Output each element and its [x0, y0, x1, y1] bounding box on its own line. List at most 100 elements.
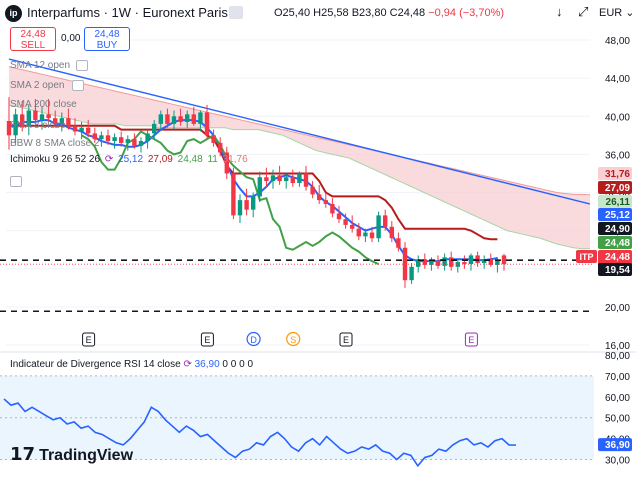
- candle-body: [119, 137, 124, 143]
- symbol-title[interactable]: Interparfums · 1W · Euronext Paris: [27, 5, 228, 20]
- ohlc-low: B23,80: [351, 7, 387, 19]
- event-marker-label: E: [468, 335, 474, 345]
- candle-body: [105, 135, 111, 142]
- candle-body: [204, 112, 210, 136]
- candle-body: [224, 152, 229, 174]
- price-label-text: 24,48: [605, 252, 630, 263]
- legend-bbw[interactable]: BBW 8 SMA close 2: [10, 138, 100, 149]
- event-marker-label: D: [250, 335, 257, 345]
- refresh-icon[interactable]: ⟳: [183, 359, 192, 370]
- event-marker-label: E: [204, 335, 210, 345]
- ohlc-change: −0,94 (−3,70%): [428, 7, 505, 19]
- kumo-span-b: [8, 104, 591, 250]
- candle-body: [185, 114, 190, 122]
- symbol-tag-box: [576, 250, 597, 263]
- price-tick-label: 40,00: [605, 112, 630, 123]
- candle-body: [86, 127, 91, 134]
- candle-body: [26, 110, 31, 126]
- candle-body: [442, 257, 447, 266]
- horizontal-levels[interactable]: [0, 259, 594, 313]
- price-label-box: [598, 167, 632, 180]
- rsi-line: [3, 398, 517, 468]
- candle-body: [303, 173, 309, 187]
- legend-ichimoku[interactable]: Ichimoku 9 26 52 26 ⟳ 25,12 27,09 24,48 …: [10, 154, 250, 165]
- candle-body: [53, 118, 58, 124]
- legend-sma-close[interactable]: SMA 8 close: [10, 120, 66, 131]
- hide-eye-icon[interactable]: [229, 6, 243, 19]
- candle-body: [284, 177, 289, 182]
- candle-body: [20, 114, 25, 126]
- candle-body: [389, 226, 394, 239]
- rsi-legend[interactable]: Indicateur de Divergence RSI 14 close ⟳ …: [10, 359, 253, 370]
- ichimoku-partial-value: 11: [207, 154, 218, 165]
- refresh-icon[interactable]: ⟳: [104, 154, 114, 165]
- candle-body: [39, 114, 45, 121]
- rsi-extra-4: 0: [247, 359, 254, 370]
- candle-body: [383, 215, 388, 227]
- candle-body: [290, 177, 295, 183]
- candle-body: [132, 139, 137, 146]
- eye-off-icon[interactable]: [72, 80, 84, 91]
- price-tick-label: 36,00: [605, 150, 630, 161]
- symbol-logo[interactable]: ip: [5, 5, 22, 22]
- rsi-last-label: 36,90: [605, 440, 630, 451]
- sell-label: SELL: [20, 40, 46, 51]
- candle-body: [356, 228, 361, 237]
- candle-body: [416, 259, 421, 267]
- candle-body: [231, 173, 236, 216]
- rsi-label: Indicateur de Divergence RSI 14 close: [10, 359, 181, 370]
- chevron-down-icon: ⌄: [625, 7, 635, 19]
- ichimoku-cloud: [8, 66, 591, 250]
- price-tick-label: 44,00: [605, 74, 630, 85]
- candle-body: [99, 135, 104, 140]
- candle-body: [257, 177, 262, 197]
- candle-body: [165, 114, 170, 124]
- candle-body: [244, 200, 249, 210]
- candle-body: [264, 177, 269, 182]
- candle-body: [211, 135, 216, 143]
- currency-label: EUR: [599, 7, 623, 19]
- candle-body: [270, 175, 276, 182]
- base-line: [9, 124, 498, 241]
- candle-body: [435, 261, 441, 266]
- legend-sma12[interactable]: SMA 12 open: [10, 60, 71, 71]
- currency-select[interactable]: EUR ⌄: [599, 6, 635, 19]
- earnings-marker: [200, 332, 214, 347]
- ohlc-values: O25,40 H25,58 B23,80 C24,48 −0,94 (−3,70…: [274, 7, 504, 19]
- candle-body: [46, 114, 51, 119]
- eye-off-icon[interactable]: [76, 60, 88, 71]
- tradingview-logo[interactable]: 𝟭𝟳 TradingView: [10, 444, 133, 465]
- rsi-pane[interactable]: [0, 375, 594, 468]
- legend-sma200[interactable]: SMA 200 close: [10, 99, 77, 110]
- candle-body: [422, 259, 427, 265]
- candle-body: [79, 127, 84, 132]
- buy-button[interactable]: 24,48 BUY: [84, 27, 130, 51]
- tradingview-mark-icon: 𝟭𝟳: [10, 444, 36, 464]
- candle-body: [6, 121, 12, 136]
- rsi-value: 36,90: [194, 359, 220, 370]
- price-label-box: [598, 236, 632, 249]
- sell-button[interactable]: 24,48 SELL: [10, 27, 56, 51]
- candle-body: [350, 224, 355, 229]
- collapse-icon[interactable]: [10, 176, 22, 187]
- brand-text: TradingView: [39, 447, 134, 464]
- price-label-text: 27,09: [605, 183, 630, 194]
- candle-body: [171, 116, 177, 124]
- candle-body: [92, 133, 97, 140]
- lagging-span: [81, 130, 380, 266]
- legend-sma2[interactable]: SMA 2 open: [10, 80, 65, 91]
- arrow-down-icon[interactable]: ↓: [556, 4, 563, 19]
- candle-body: [198, 112, 203, 124]
- ichimoku-span-value: 31,76: [222, 154, 248, 165]
- candle-body: [429, 261, 434, 265]
- candle-body: [317, 194, 322, 201]
- rsi-tick-label: 50,00: [605, 414, 630, 425]
- candle-body: [363, 232, 368, 237]
- rsi-extra-1: 0: [222, 359, 228, 370]
- candle-body: [237, 200, 243, 216]
- expand-icon[interactable]: ⤢: [578, 4, 589, 19]
- candle-body: [396, 238, 401, 248]
